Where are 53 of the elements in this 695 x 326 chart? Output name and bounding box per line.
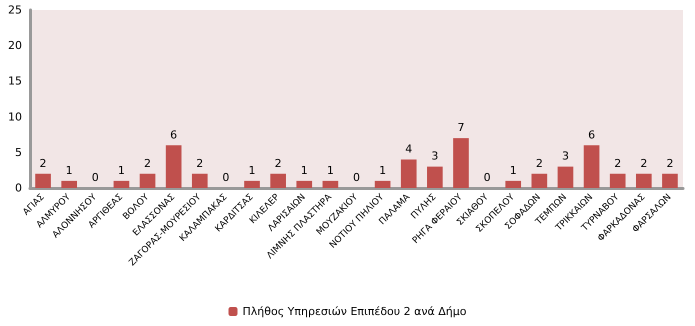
bar [662, 174, 678, 188]
data-label: 0 [353, 171, 360, 184]
data-label: 2 [640, 156, 648, 170]
bar [296, 180, 312, 188]
bar [584, 145, 600, 188]
bar [35, 174, 51, 188]
data-label: 2 [536, 156, 543, 170]
data-label: 1 [300, 164, 308, 177]
data-label: 3 [562, 150, 569, 163]
y-tick-label: 15 [8, 74, 22, 88]
data-label: 1 [510, 164, 517, 177]
data-label: 1 [326, 164, 334, 177]
legend-label: Πλήθος Υπηρεσιών Επιπέδου 2 ανά Δήμο [242, 305, 467, 318]
data-label: 0 [222, 171, 230, 184]
bar [427, 166, 443, 188]
data-label: 2 [144, 156, 152, 170]
data-label: 2 [196, 156, 204, 170]
bar [322, 180, 338, 188]
data-label: 0 [92, 171, 99, 184]
data-label: 2 [666, 156, 674, 170]
data-label: 1 [379, 164, 386, 177]
data-label: 0 [484, 171, 491, 184]
data-label: 2 [40, 156, 47, 170]
bar [270, 174, 286, 188]
y-tick-label: 5 [15, 146, 22, 159]
bar [400, 160, 417, 188]
data-label: 7 [457, 121, 464, 134]
data-label: 1 [66, 164, 73, 177]
data-label: 6 [170, 128, 178, 142]
data-label: 1 [248, 164, 256, 177]
y-tick-label: 20 [8, 39, 22, 52]
bar [114, 180, 130, 188]
bar [610, 174, 626, 188]
bar [61, 180, 78, 188]
data-label: 6 [588, 128, 596, 142]
bar [505, 180, 522, 188]
y-tick-label: 10 [8, 110, 22, 124]
bar [374, 180, 390, 188]
data-label: 4 [405, 142, 412, 156]
bar [192, 174, 208, 188]
data-label: 3 [431, 150, 438, 163]
bar [532, 174, 548, 188]
y-tick-label: 0 [15, 182, 22, 194]
bar [140, 174, 156, 188]
bar [166, 145, 182, 188]
data-label: 1 [118, 164, 125, 177]
bar [244, 180, 260, 188]
data-label: 2 [274, 156, 282, 170]
data-label: 2 [614, 156, 622, 170]
bar [453, 138, 469, 188]
bar [636, 174, 652, 188]
bar [558, 166, 574, 188]
y-tick-label: 25 [8, 4, 22, 16]
